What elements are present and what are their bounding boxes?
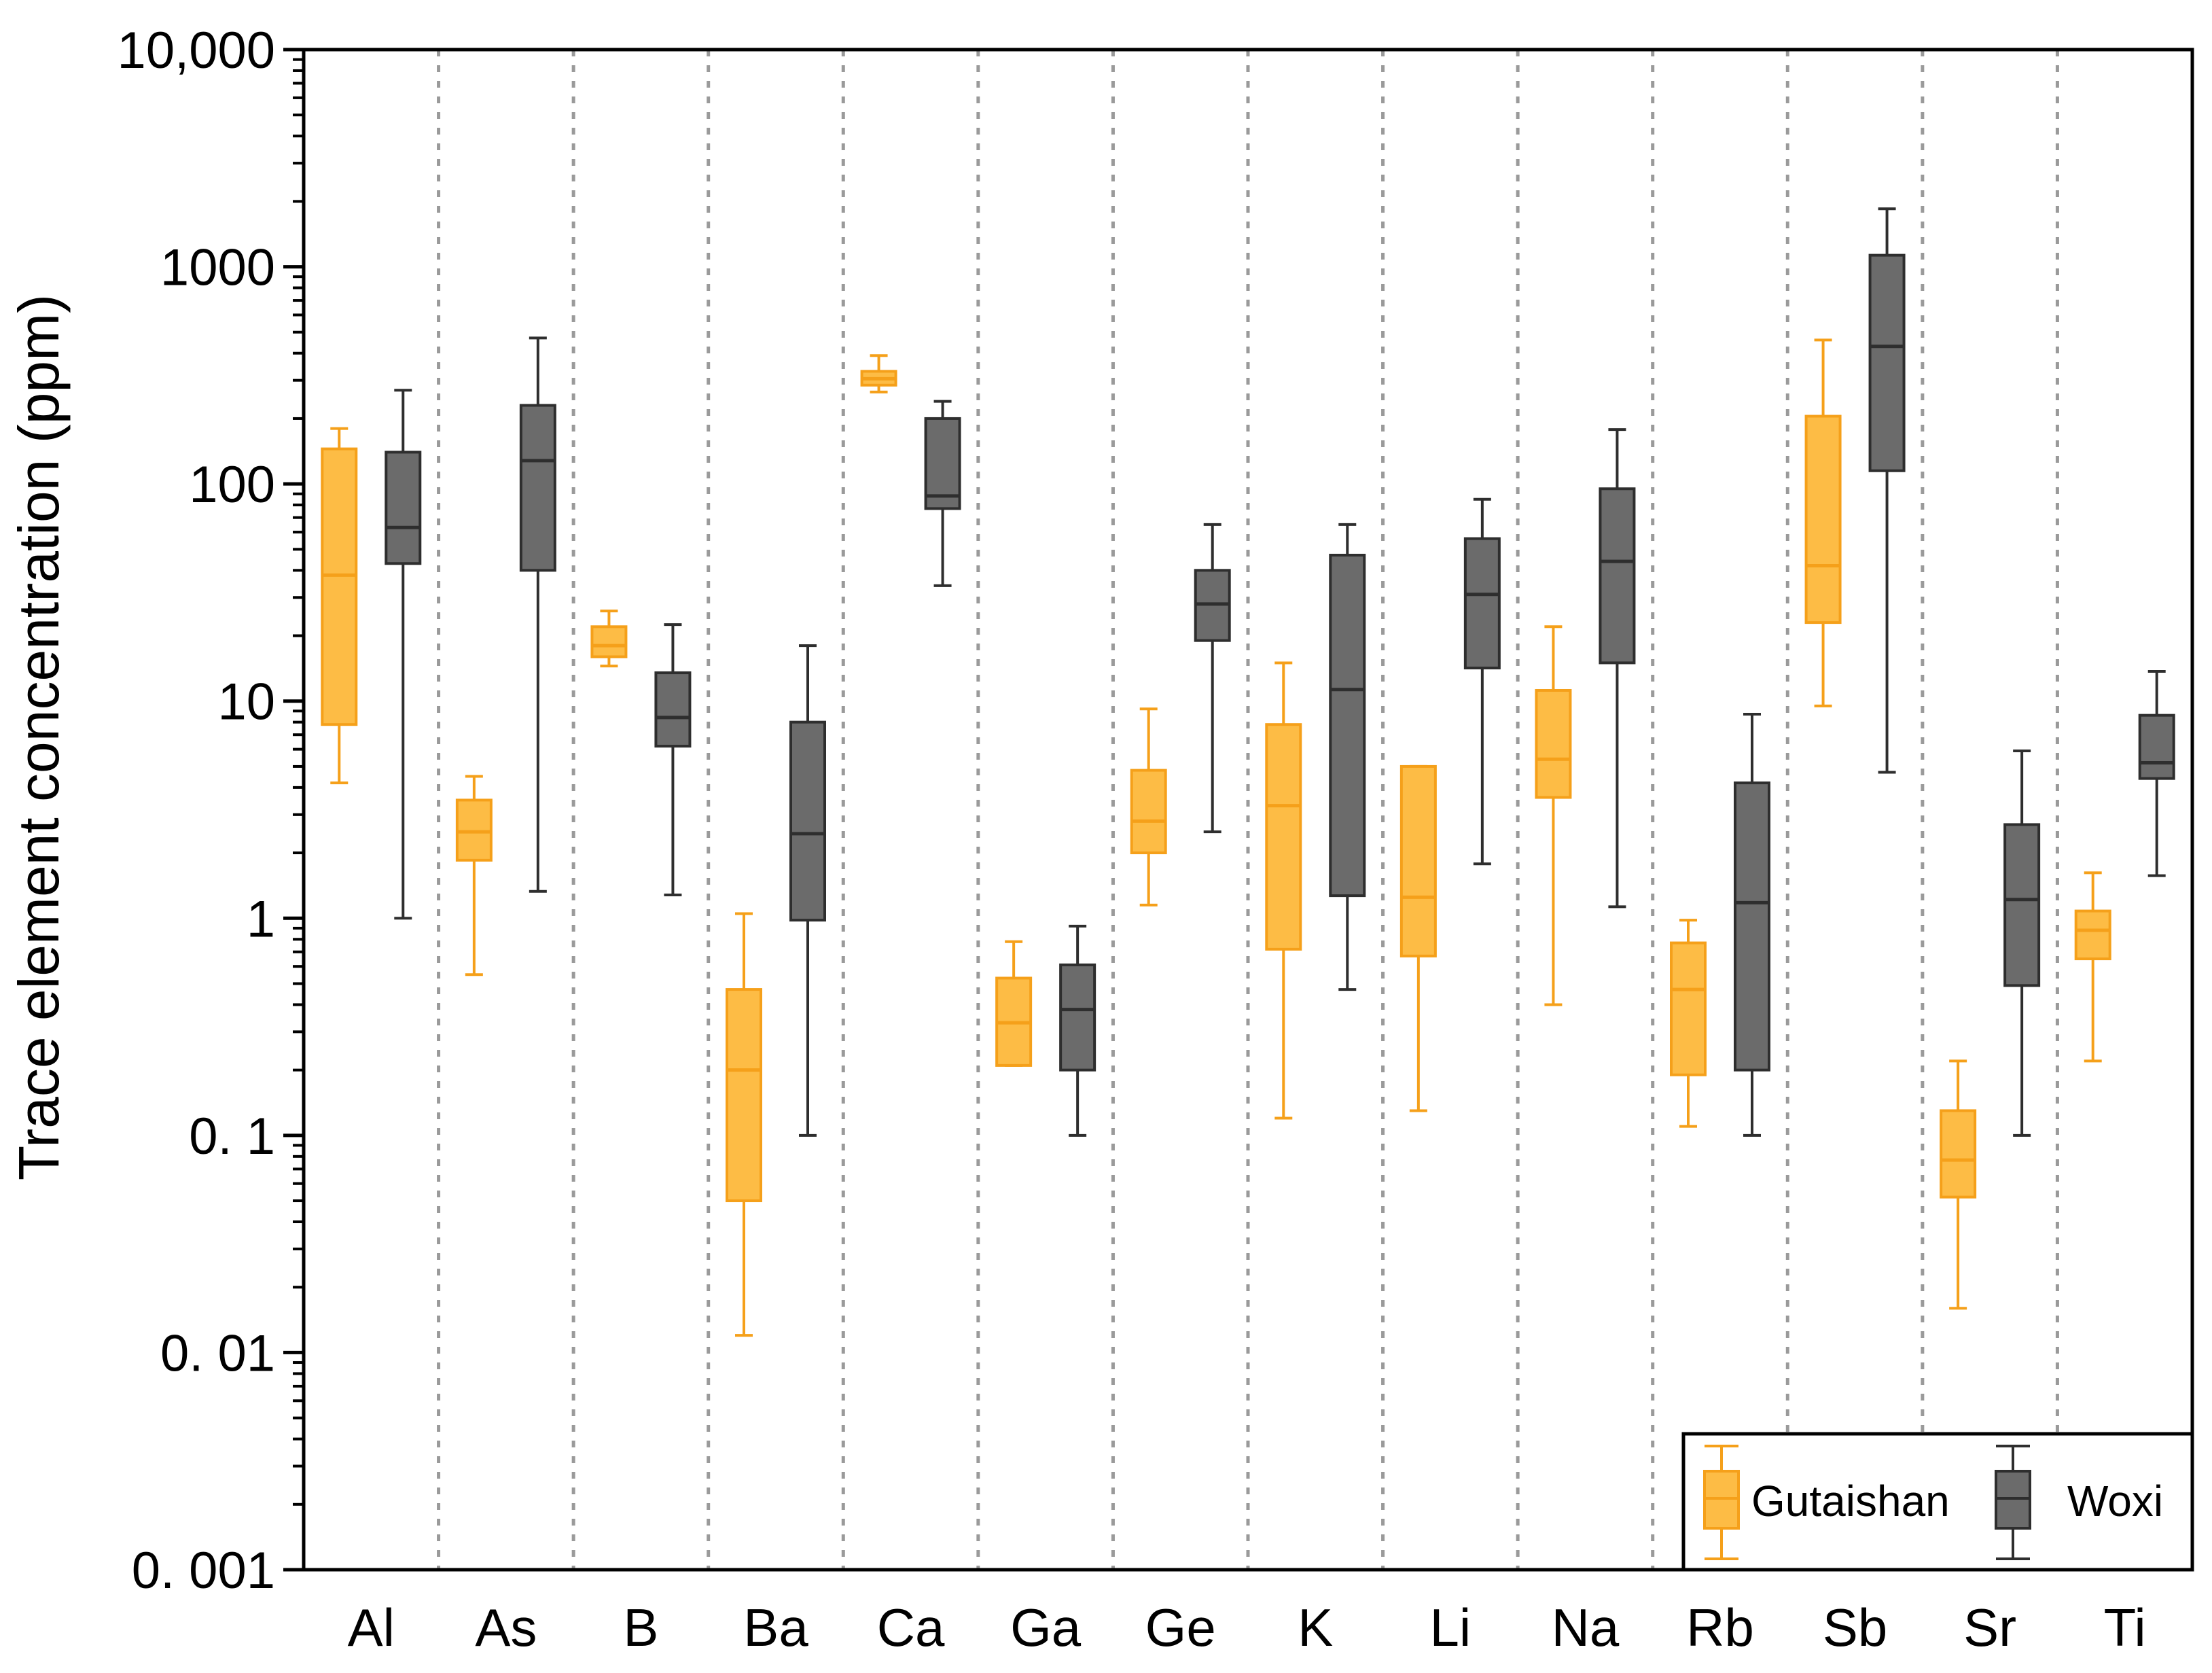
box-iqr — [1535, 688, 1572, 799]
box-iqr — [1265, 723, 1302, 951]
box-series — [321, 207, 2175, 1337]
y-axis-label: Trace element concentration (ppm) — [7, 294, 71, 1180]
box-woxi-sr — [2003, 749, 2041, 1137]
y-tick-label: 100 — [189, 456, 275, 514]
box-woxi-ca — [924, 400, 961, 587]
box-iqr — [1804, 415, 1842, 624]
box-iqr — [1599, 487, 1636, 665]
box-woxi-ti — [2138, 670, 2175, 877]
x-tick-label: Ti — [2104, 1598, 2146, 1657]
x-tick-label: Sb — [1823, 1598, 1887, 1657]
x-tick-label: Ba — [743, 1598, 808, 1657]
y-tick-label: 1 — [247, 890, 275, 948]
box-gutaishan-ga — [995, 940, 1033, 1067]
box-iqr — [2138, 714, 2175, 780]
box-iqr — [519, 404, 556, 572]
x-tick-label: Ge — [1145, 1598, 1216, 1657]
box-iqr — [321, 447, 358, 726]
box-gutaishan-li — [1399, 764, 1437, 1112]
legend-label: Gutaishan — [1751, 1477, 1950, 1526]
box-gutaishan-as — [455, 775, 493, 976]
box-iqr — [1734, 781, 1770, 1072]
category-dividers — [437, 50, 2059, 1570]
y-tick-label: 10,000 — [118, 22, 275, 80]
box-iqr — [1940, 1109, 1977, 1199]
box-iqr — [385, 451, 422, 565]
box-iqr — [2003, 823, 2041, 987]
box-woxi-li — [1463, 497, 1501, 866]
legend-item-gutaishan: Gutaishan — [1703, 1445, 1950, 1560]
box-gutaishan-ge — [1130, 707, 1167, 906]
x-tick-label: Sr — [1963, 1598, 2016, 1657]
box-iqr — [1399, 764, 1437, 957]
legend-label: Woxi — [2067, 1477, 2163, 1526]
box-woxi-sb — [1868, 207, 1906, 774]
box-gutaishan-b — [590, 610, 628, 668]
box-woxi-b — [654, 623, 692, 897]
y-tick-label: 0. 01 — [160, 1324, 275, 1382]
box-gutaishan-ti — [2074, 871, 2111, 1063]
box-woxi-rb — [1734, 713, 1770, 1137]
box-gutaishan-k — [1265, 661, 1302, 1120]
box-iqr — [1868, 253, 1906, 472]
box-gutaishan-ba — [726, 912, 762, 1337]
box-iqr — [924, 417, 961, 510]
box-iqr — [1670, 941, 1707, 1076]
y-tick-label: 1000 — [160, 239, 275, 297]
box-gutaishan-rb — [1670, 919, 1707, 1128]
box-gutaishan-na — [1535, 625, 1572, 1006]
box-gutaishan-sb — [1804, 338, 1842, 707]
box-iqr — [1463, 537, 1501, 670]
series-gutaishan — [321, 338, 2111, 1337]
legend-item-woxi: Woxi — [1995, 1445, 2163, 1560]
box-woxi-na — [1599, 428, 1636, 909]
box-woxi-al — [385, 389, 422, 920]
box-iqr — [1059, 963, 1096, 1072]
x-tick-label: Li — [1429, 1598, 1471, 1657]
legend-box — [1681, 1432, 2194, 1572]
y-tick-label: 10 — [217, 673, 275, 731]
box-woxi-as — [519, 336, 556, 893]
x-tick-label: Na — [1552, 1598, 1620, 1657]
box-woxi-ga — [1059, 924, 1096, 1137]
box-gutaishan-ca — [860, 354, 897, 393]
y-tick-label: 0. 001 — [132, 1542, 275, 1600]
x-tick-label: Ga — [1010, 1598, 1082, 1657]
box-iqr — [654, 671, 692, 748]
box-iqr — [789, 720, 826, 922]
legend: Gutaishan Woxi — [1681, 1432, 2194, 1572]
y-tick-label: 0. 1 — [189, 1108, 275, 1165]
box-iqr — [1329, 553, 1366, 898]
box-iqr — [590, 625, 628, 658]
box-gutaishan-sr — [1940, 1059, 1977, 1310]
x-tick-label: Rb — [1686, 1598, 1754, 1657]
plot-frame — [302, 48, 2194, 1572]
box-woxi-ba — [789, 644, 826, 1137]
x-tick-label: B — [623, 1598, 658, 1657]
x-tick-label: Al — [348, 1598, 395, 1657]
box-iqr — [1130, 769, 1167, 855]
x-tick-label: As — [475, 1598, 537, 1657]
box-woxi-ge — [1194, 523, 1231, 834]
box-woxi-k — [1329, 523, 1366, 991]
x-tick-label: K — [1298, 1598, 1333, 1657]
box-gutaishan-al — [321, 427, 358, 785]
box-iqr — [726, 988, 762, 1203]
axes: 0. 001 0. 01 0. 1 1 10 100 1000 10,000 Al As B Ba Ca… — [118, 22, 2194, 1657]
series-woxi — [385, 207, 2175, 1137]
x-tick-label: Ca — [877, 1598, 945, 1657]
box-iqr — [2074, 909, 2111, 961]
